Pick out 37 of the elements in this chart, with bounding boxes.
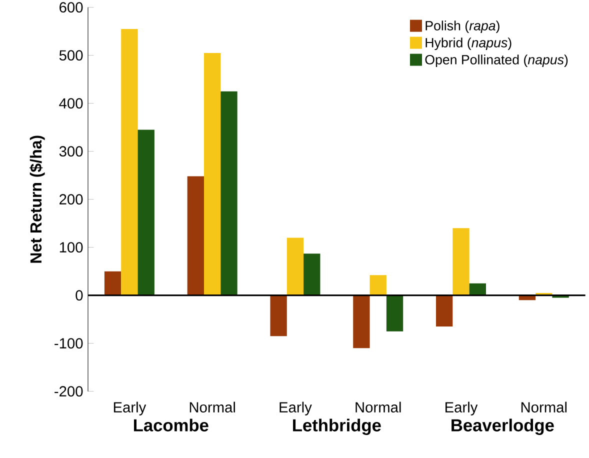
bar [121, 28, 138, 296]
bar [286, 238, 304, 296]
x-tick-label: Normal [521, 402, 567, 413]
y-tick-label: 0 [76, 290, 83, 301]
legend-label: Hybrid (napus) [426, 38, 512, 50]
bar [204, 52, 221, 296]
bar [138, 130, 154, 296]
legend-label: Open Pollinated (napus) [425, 54, 568, 68]
bar [304, 254, 320, 296]
bar [469, 283, 486, 296]
bar [386, 295, 404, 332]
y-tick-label: 200 [60, 194, 83, 205]
legend-label: Polish (rapa) [426, 20, 500, 34]
y-axis-title: Net Return ($/ha) [30, 136, 45, 263]
x-tick-label: Normal [356, 402, 401, 413]
x-tick-label: Early [114, 402, 146, 416]
bar [452, 228, 470, 296]
y-tick-label: -200 [54, 386, 83, 397]
text: Beaverlodge [452, 418, 554, 435]
x-tick-label: Normal [190, 402, 235, 413]
bar [370, 275, 386, 296]
bar [270, 295, 287, 336]
bar [187, 176, 204, 296]
text: Lethbridge [293, 418, 381, 435]
text: Lacombe [134, 418, 208, 432]
x-tick-label: Early [446, 402, 478, 416]
y-tick-label: 100 [60, 242, 83, 253]
y-tick-label: -100 [54, 338, 83, 349]
y-tick-label: 600 [60, 2, 83, 13]
y-tick-label: 300 [59, 146, 83, 157]
bar [220, 91, 238, 296]
y-tick-label: 500 [59, 50, 83, 61]
bar [104, 271, 122, 296]
bar [353, 295, 370, 348]
bar [436, 295, 453, 327]
y-tick-label: 400 [59, 98, 83, 109]
x-tick-label: Early [280, 402, 312, 416]
